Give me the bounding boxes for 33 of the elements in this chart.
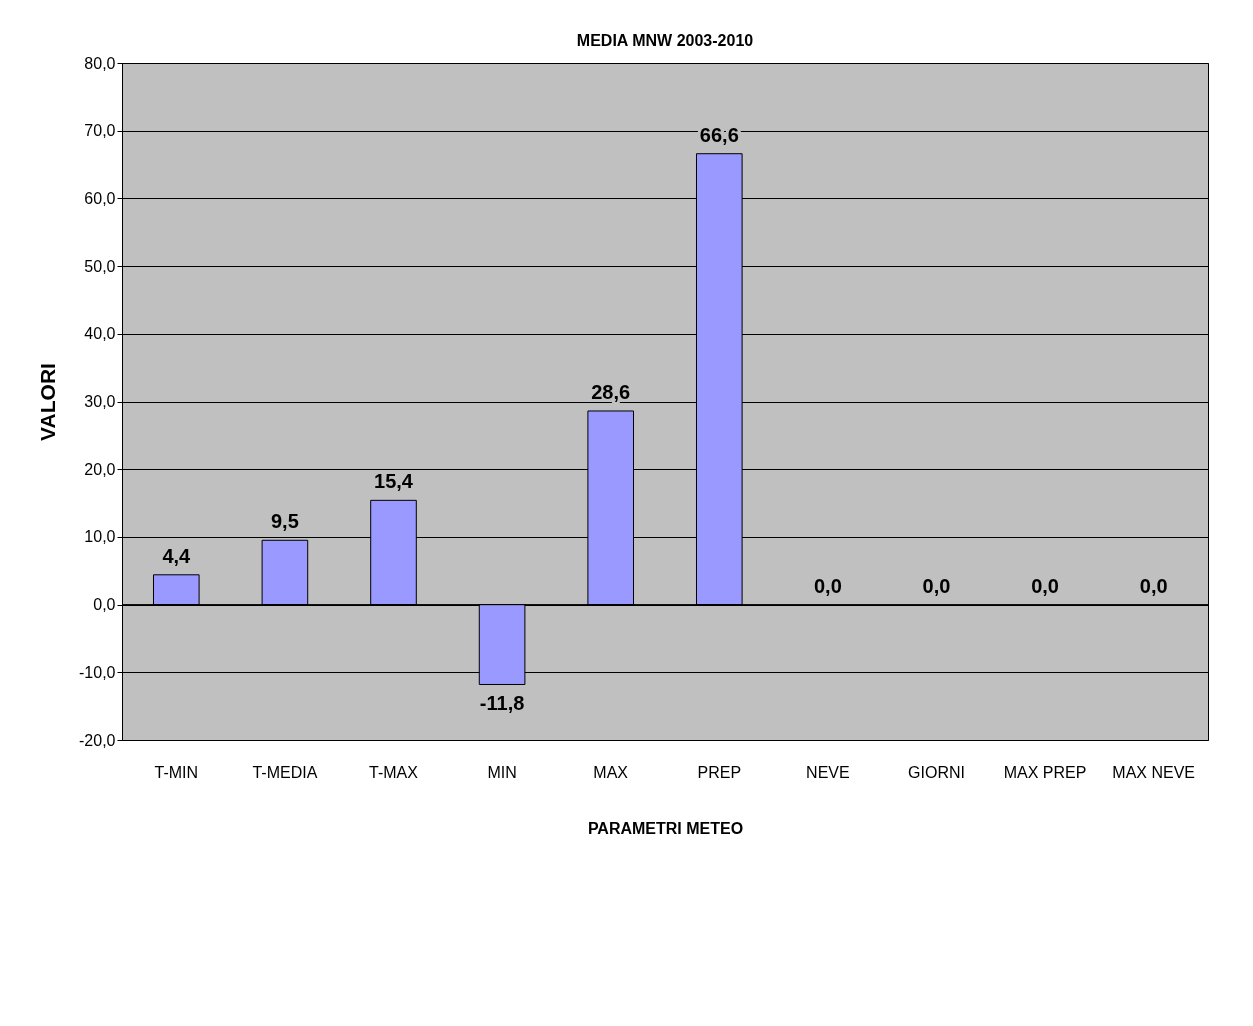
x-tick-label: NEVE <box>806 763 850 781</box>
y-tick-label: 20,0 <box>84 460 116 478</box>
data-label: 15,4 <box>374 470 414 493</box>
x-tick-label: MAX NEVE <box>1112 763 1196 781</box>
x-tick-label: T-MEDIA <box>252 763 318 781</box>
y-tick-label: 50,0 <box>84 257 116 275</box>
y-tick-label: 70,0 <box>84 122 116 140</box>
y-axis-title: VALORI <box>36 363 60 441</box>
x-axis-title: PARAMETRI METEO <box>587 819 744 837</box>
x-tick-label: T-MAX <box>369 763 419 781</box>
data-label: 28,6 <box>591 380 631 403</box>
y-tick-label: -10,0 <box>79 663 116 681</box>
x-tick-label: GIORNI <box>908 763 965 781</box>
y-tick-label: 60,0 <box>84 189 116 207</box>
y-tick-label: 10,0 <box>84 528 116 546</box>
data-label: 0,0 <box>813 574 842 597</box>
x-tick-label: PREP <box>697 763 742 781</box>
y-tick-label: 40,0 <box>84 325 116 343</box>
chart-title: MEDIA MNW 2003-2010 <box>576 32 754 49</box>
data-label: 0,0 <box>922 574 951 597</box>
x-tick-label: MIN <box>487 763 517 781</box>
x-tick-label: T-MIN <box>154 763 199 781</box>
y-tick-label: -20,0 <box>79 731 116 749</box>
data-label: -11,8 <box>479 692 525 715</box>
data-label: 0,0 <box>1031 574 1060 597</box>
y-tick-label: 80,0 <box>84 54 116 72</box>
data-label: 0,0 <box>1139 574 1168 597</box>
y-tick-label: 30,0 <box>84 393 116 410</box>
x-tick-label: MAX <box>593 763 629 781</box>
data-label: 9,5 <box>270 510 299 533</box>
y-tick-label: 0,0 <box>93 596 116 614</box>
x-tick-label: MAX PREP <box>1003 763 1087 781</box>
data-label: 4,4 <box>162 544 192 567</box>
